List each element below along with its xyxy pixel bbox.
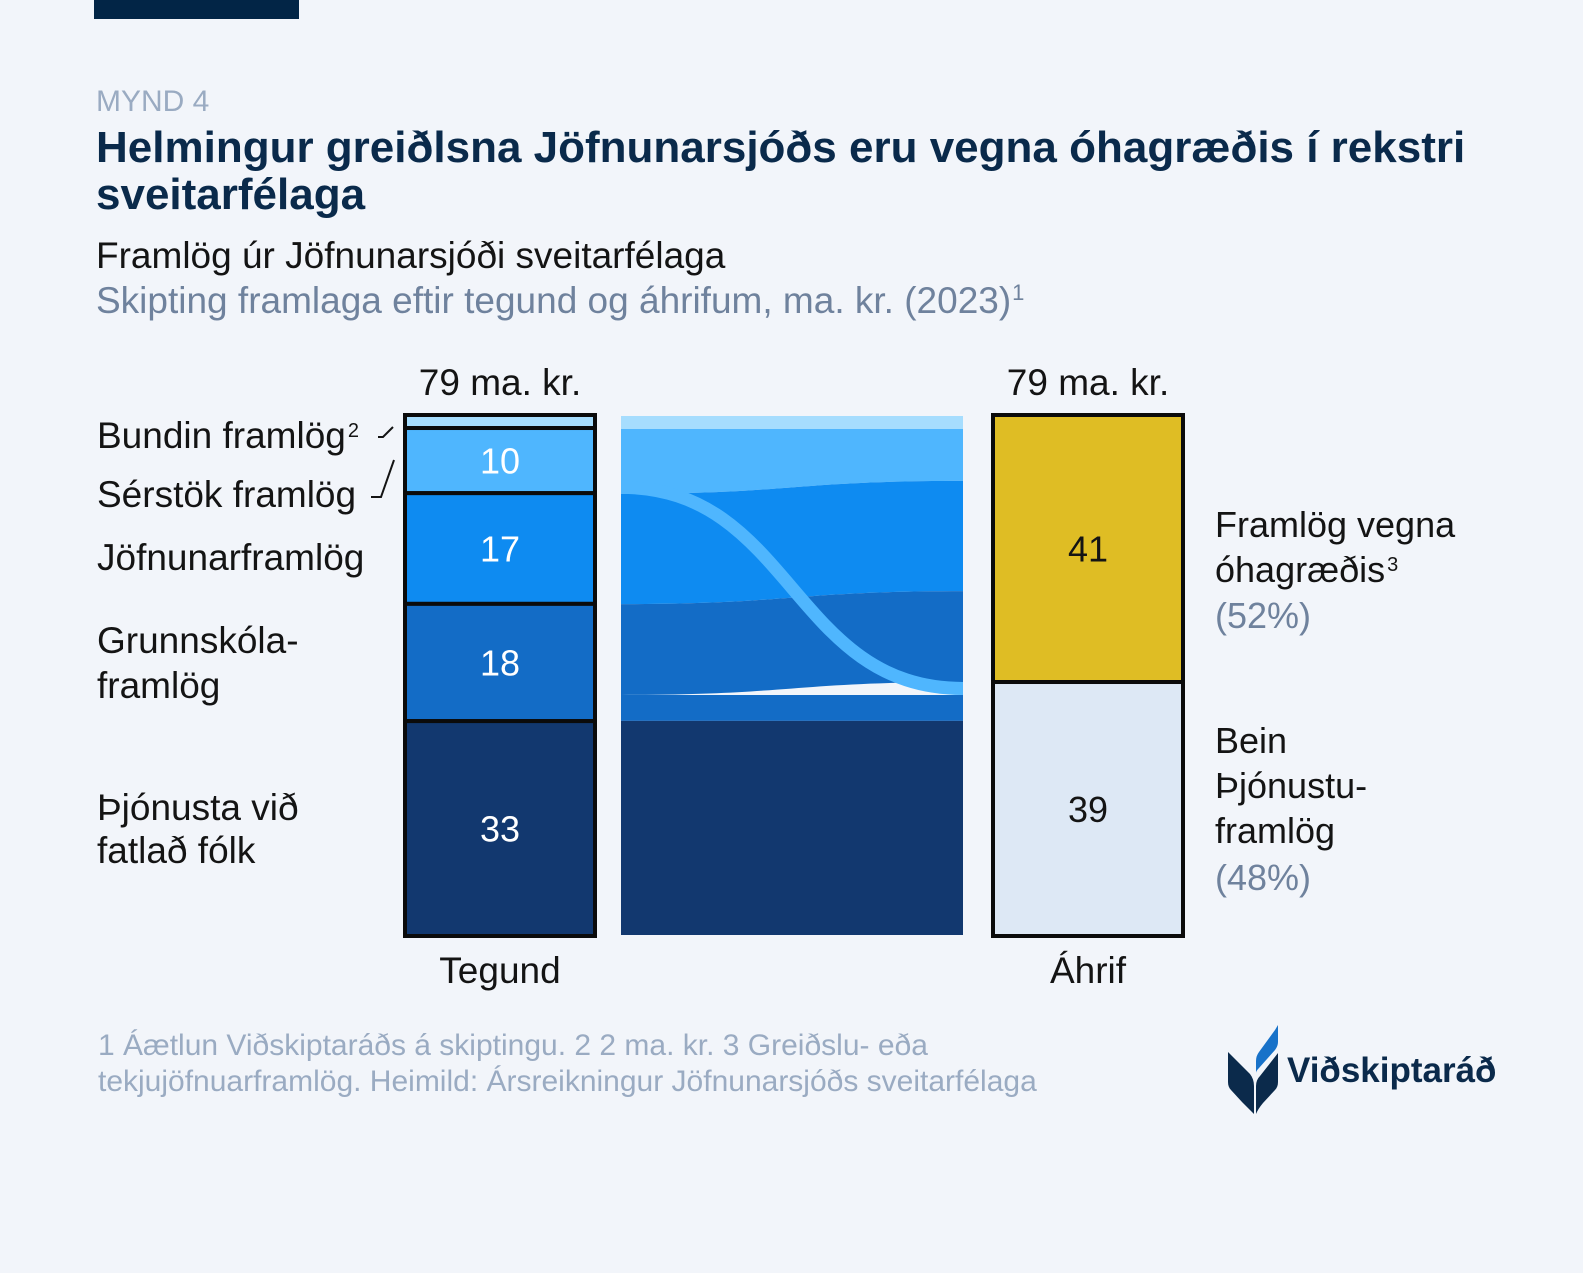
category-label-serstok: Sérstök framlög	[97, 474, 356, 515]
total-label-tegund: 79 ma. kr.	[419, 362, 581, 403]
accent-bar	[94, 0, 299, 19]
column-label-tegund: Tegund	[439, 950, 560, 991]
flow-grunnskola-to-bein	[621, 694, 963, 721]
chart-subtitle: Skipting framlaga eftir tegund og áhrifu…	[96, 280, 1025, 321]
column-label-ahrif: Áhrif	[1050, 950, 1127, 991]
value-label-serstok: 10	[480, 441, 520, 482]
bar-ahrif	[991, 413, 1185, 939]
value-label-jofnunar: 17	[480, 529, 520, 570]
category-label-bein-line3: framlög	[1215, 810, 1335, 851]
footnote: 1 Áætlun Viðskiptaráðs á skiptingu. 2 2 …	[98, 1028, 1037, 1100]
figure-label: MYND 4	[96, 85, 210, 118]
logo-wordmark: Viðskiptaráð	[1287, 1051, 1497, 1090]
category-label-ohagraedi-line2: óhagræðis 3	[1215, 549, 1398, 590]
category-label-jofnunar: Jöfnunarframlög	[97, 537, 364, 578]
value-label-bein: 39	[1068, 789, 1108, 830]
bar-segment-ohagraedi	[991, 413, 1185, 685]
flow-serstok-to-ohagraedi	[621, 428, 963, 494]
total-label-ahrif: 79 ma. kr.	[1007, 362, 1169, 403]
category-label-grunnskola-line2: framlög	[97, 665, 220, 706]
footnote-marker: 3	[1387, 554, 1398, 576]
bar-segment-thjonusta	[403, 719, 597, 939]
footnote-marker: 1	[1012, 280, 1025, 305]
category-label-grunnskola-line1: Grunnskóla-	[97, 620, 299, 661]
flow-serstok-to-bein	[620, 480, 964, 695]
value-label-grunnskola: 18	[480, 643, 520, 684]
category-label-thjonusta-line1: Þjónusta við	[97, 787, 299, 828]
value-label-ohagraedi: 41	[1068, 529, 1108, 570]
chart-subtitle-text: Skipting framlaga eftir tegund og áhrifu…	[96, 280, 1012, 321]
percent-label-bein: (48%)	[1215, 857, 1311, 898]
flow-thjonusta-to-bein	[621, 720, 963, 935]
category-label-bein-line1: Bein	[1215, 720, 1287, 761]
footnote-line: 1 Áætlun Viðskiptaráðs á skiptingu. 2 2 …	[98, 1029, 928, 1062]
category-label-text: Bundin framlög	[97, 415, 346, 456]
bar-segment-bein	[991, 680, 1185, 939]
value-label-thjonusta: 33	[480, 809, 520, 850]
chart-title: Framlög úr Jöfnunarsjóði sveitarfélaga	[96, 235, 726, 276]
bar-tegund	[403, 413, 597, 939]
footnote-line: tekjujöfnuarframlög. Heimild: Ársreiknin…	[98, 1065, 1037, 1098]
category-label-thjonusta-line2: fatlað fólk	[97, 830, 256, 871]
category-label-text: óhagræðis	[1215, 549, 1385, 590]
footnote-marker: 2	[348, 420, 359, 442]
leader-line-serstok	[371, 459, 395, 498]
flows	[620, 416, 964, 935]
percent-label-ohagraedi: (52%)	[1215, 595, 1311, 636]
flow-bundin-to-ohagraedi	[621, 416, 963, 429]
category-label-bundin: Bundin framlög 2	[97, 415, 359, 456]
category-label-ohagraedi-line1: Framlög vegna	[1215, 504, 1456, 545]
leaf-logo-icon	[1228, 1025, 1278, 1114]
leader-line-bundin	[378, 426, 394, 438]
category-label-bein-line2: Þjónustu-	[1215, 765, 1367, 806]
figure-headline: Helmingur greiðlsna Jöfnunarsjóðs eru ve…	[96, 123, 1466, 219]
